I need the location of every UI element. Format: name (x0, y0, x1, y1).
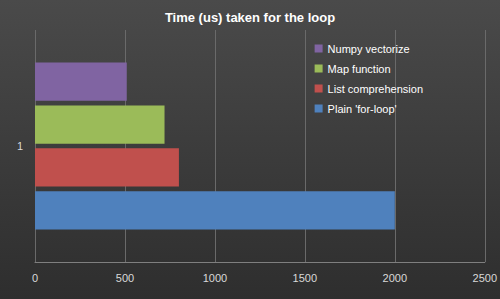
svg-text:Map function: Map function (328, 63, 391, 75)
svg-text:1500: 1500 (293, 272, 317, 284)
svg-text:500: 500 (116, 272, 134, 284)
svg-text:2500: 2500 (473, 272, 497, 284)
svg-text:Numpy vectorize: Numpy vectorize (328, 43, 410, 55)
svg-text:1000: 1000 (203, 272, 227, 284)
svg-text:2000: 2000 (383, 272, 407, 284)
svg-text:List comprehension: List comprehension (328, 83, 423, 95)
svg-text:Plain 'for-loop': Plain 'for-loop' (328, 103, 397, 115)
svg-text:0: 0 (32, 272, 38, 284)
svg-text:Time (us) taken for the loop: Time (us) taken for the loop (165, 10, 335, 25)
svg-text:1: 1 (17, 140, 23, 152)
